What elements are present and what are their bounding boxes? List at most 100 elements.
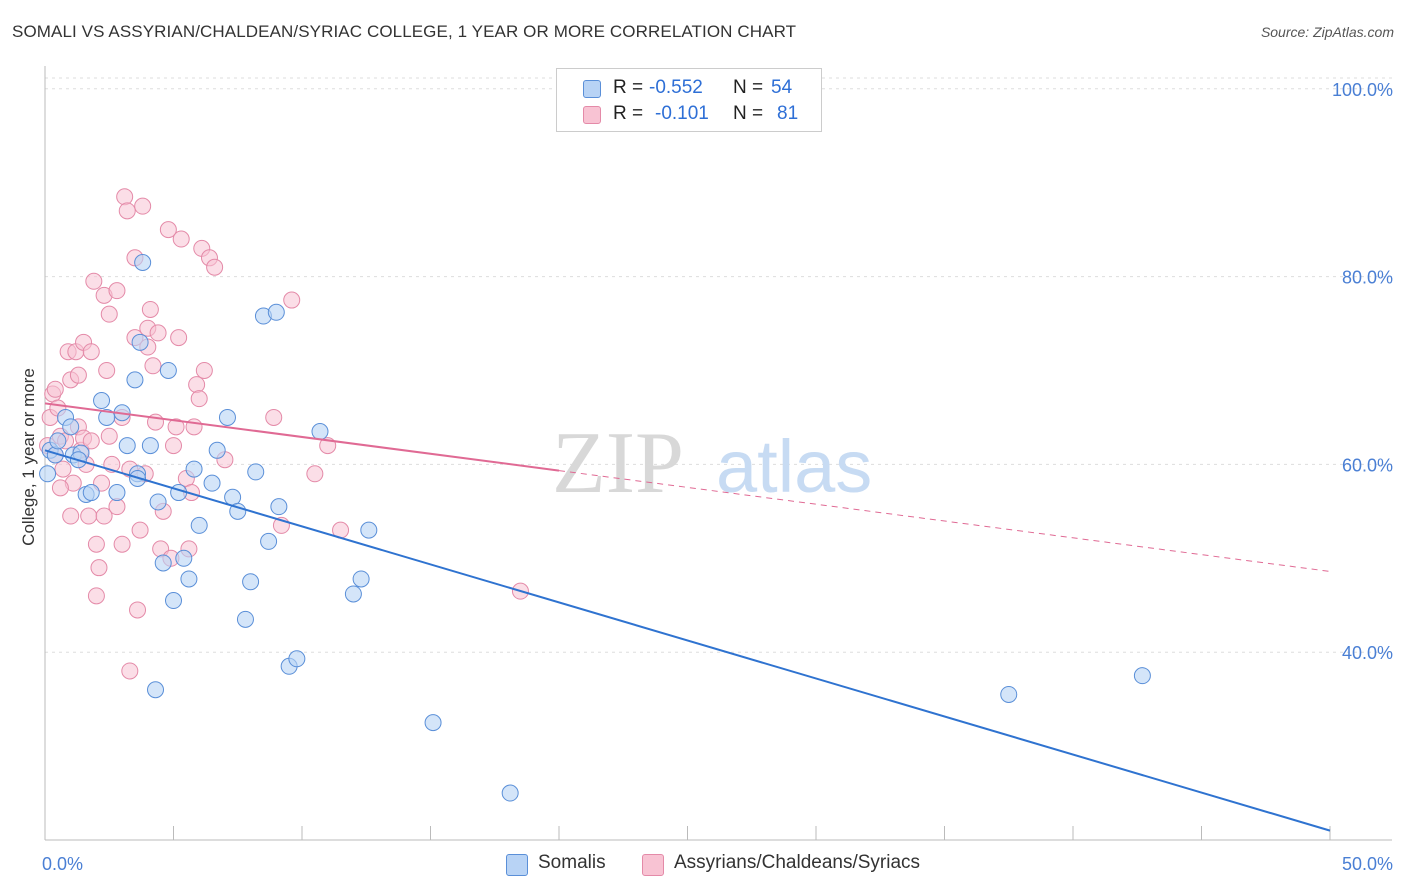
assyrian-point [188, 376, 206, 394]
assyrian-point [69, 366, 87, 384]
assyrian-point [95, 507, 113, 525]
somali-point [126, 371, 144, 389]
assyrian-point [98, 361, 116, 379]
assyrian-point [283, 291, 301, 309]
somali-point [82, 484, 100, 502]
y-tick-label: 100.0% [1332, 80, 1393, 100]
legend-r-value: -0.101 [655, 103, 709, 124]
somali-point [49, 432, 67, 450]
gridlines [45, 77, 1392, 653]
somali-point [159, 361, 177, 379]
x-tick-label: 0.0% [42, 854, 83, 874]
somali-point [165, 592, 182, 610]
assyrian-trend-line [44, 402, 560, 472]
assyrian-point [100, 305, 118, 323]
assyrians-label: Assyrians/Chaldeans/Syriacs [674, 852, 921, 873]
assyrians-swatch [642, 854, 664, 876]
somali-trend-line [44, 449, 1331, 832]
assyrian-point [195, 361, 213, 379]
legend-swatch-somalis [583, 80, 601, 98]
somali-point [242, 573, 260, 591]
somali-point [180, 570, 198, 588]
legend-r-label: R = [613, 77, 644, 98]
assyrian-point [116, 188, 134, 206]
assyrian-point [82, 432, 100, 450]
somali-point [185, 460, 203, 478]
assyrian-trend-extension [558, 470, 1331, 572]
somali-point [360, 521, 378, 539]
somalis-swatch [506, 854, 528, 876]
legend-n-value: 54 [771, 77, 793, 98]
assyrian-point [87, 587, 105, 605]
assyrian-point [90, 559, 108, 577]
trend-lines [44, 402, 1331, 832]
legend-r-value: -0.552 [649, 77, 703, 98]
assyrian-point [131, 521, 149, 539]
assyrian-point [190, 390, 208, 408]
watermark-atlas: atlas [716, 425, 872, 508]
somali-point [229, 502, 247, 520]
assyrian-point [172, 230, 190, 248]
assyrian-point [149, 324, 167, 342]
correlation-legend: R = -0.552 N = 54 R = -0.101 N = 81 [556, 68, 822, 132]
assyrian-point [46, 380, 64, 398]
somali-point [39, 465, 57, 483]
assyrian-point [141, 300, 159, 318]
somali-point [108, 484, 126, 502]
somali-point [247, 463, 265, 481]
somali-point [98, 408, 116, 426]
assyrian-point [144, 357, 162, 375]
somali-point [352, 570, 370, 588]
somali-point [344, 585, 362, 603]
y-axis-label: College, 1 year or more [19, 368, 38, 546]
somali-point [118, 437, 136, 455]
assyrian-point [306, 465, 324, 483]
legend-n-label: N = [733, 77, 764, 98]
legend-row-assyrians: R = -0.101 N = 81 [557, 101, 821, 127]
legend-n-label: N = [733, 103, 764, 124]
assyrian-point [113, 535, 131, 553]
somali-point [270, 498, 288, 516]
assyrian-point [51, 479, 69, 497]
assyrian-point [62, 507, 80, 525]
somali-point [267, 303, 285, 321]
somali-point [1133, 667, 1151, 685]
assyrian-point [54, 460, 72, 478]
assyrian-point [85, 272, 103, 290]
somali-point [1000, 685, 1018, 703]
watermark-zip: ZIP [552, 415, 684, 512]
source-credit: Source: ZipAtlas.com [1260, 24, 1394, 40]
somali-point [190, 516, 208, 534]
legend-r-label: R = [613, 103, 644, 124]
series-somali-points [39, 254, 1151, 802]
assyrian-point [87, 535, 105, 553]
assyrian-point [170, 329, 188, 347]
assyrian-point [129, 601, 147, 619]
somali-point [149, 493, 167, 511]
somali-point [175, 549, 193, 567]
assyrian-point [206, 258, 224, 276]
assyrian-point [265, 408, 283, 426]
somali-point [62, 418, 80, 436]
somali-point [154, 554, 172, 572]
assyrian-point [80, 507, 98, 525]
assyrian-point [108, 282, 126, 300]
x-tick-label: 50.0% [1342, 854, 1393, 874]
y-tick-label: 60.0% [1342, 455, 1393, 475]
somali-point [131, 333, 149, 351]
somali-point [424, 714, 442, 732]
somalis-label: Somalis [538, 852, 606, 873]
legend-n-value: 81 [777, 103, 799, 124]
assyrian-point [134, 197, 152, 215]
somali-point [203, 474, 221, 492]
assyrian-point [100, 427, 118, 445]
legend-swatch-assyrians [583, 106, 601, 124]
somali-point [134, 254, 152, 271]
somali-point [147, 681, 165, 699]
assyrian-point [167, 418, 185, 436]
assyrian-point [82, 343, 100, 361]
assyrian-point [118, 202, 136, 220]
somali-point [93, 392, 111, 410]
somali-point [311, 423, 329, 441]
